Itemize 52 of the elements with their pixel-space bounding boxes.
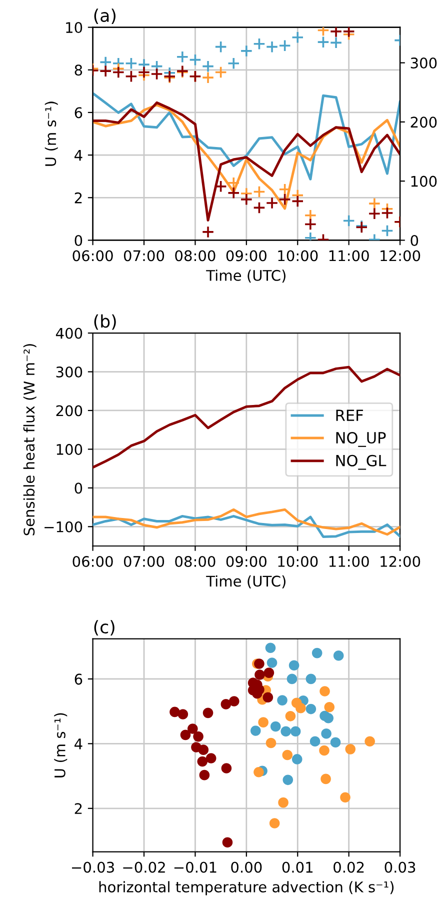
y2-tick-label: 0 (410, 234, 418, 246)
y-tick-label: 6 (74, 107, 82, 118)
y-tick-label: 200 (56, 405, 82, 416)
y2-tick-label: 200 (410, 116, 437, 128)
x-axis-title: horizontal temperature advection (K s⁻¹) (99, 881, 394, 896)
x-tick-label: 06:00 (72, 250, 113, 262)
x-tick-label: 0.01 (282, 862, 313, 873)
chart-title: (c) (94, 620, 114, 636)
y-tick-label: 10 (66, 22, 82, 34)
y-tick-label: 2 (74, 192, 82, 204)
x-tick-label: 08:00 (175, 250, 216, 262)
y-tick-label: 4 (74, 150, 82, 161)
x-tick-label: 0.02 (334, 862, 364, 873)
y-tick-label: 4 (74, 738, 82, 750)
x-tick-label: −0.03 (72, 862, 114, 873)
y-tick-label: 300 (56, 366, 82, 378)
x-tick-label: 12:00 (380, 556, 420, 568)
x-tick-label: 07:00 (124, 250, 164, 262)
x-tick-label: 07:00 (124, 556, 164, 568)
y-axis-title: U (m s⁻¹) (54, 713, 68, 778)
y-tick-label: 100 (56, 444, 82, 455)
x-axis-title: Time (UTC) (206, 270, 286, 283)
x-tick-label: 09:00 (226, 250, 266, 262)
x-tick-label: 09:00 (226, 556, 266, 568)
y-tick-label: 2 (74, 803, 82, 814)
y-tick-label: 8 (74, 64, 82, 76)
y-tick-label: −100 (44, 521, 82, 532)
x-tick-label: −0.01 (174, 862, 216, 873)
x-tick-label: 0.03 (384, 862, 416, 873)
y-tick-label: 0 (74, 234, 82, 246)
x-tick-label: 06:00 (72, 556, 113, 568)
x-tick-label: −0.02 (123, 862, 165, 873)
x-tick-label: 11:00 (329, 556, 369, 568)
y-tick-label: 6 (74, 674, 82, 685)
y-axis-title: U (m s⁻¹) (44, 102, 58, 166)
y2-tick-label: 300 (410, 58, 437, 69)
x-tick-label: 11:00 (329, 250, 369, 262)
legend-label: NO_GL (336, 454, 386, 470)
chart-title: (a) (94, 8, 116, 24)
x-tick-label: 12:00 (380, 250, 420, 262)
x-tick-label: 0.00 (231, 862, 262, 873)
chart-title: (b) (94, 314, 116, 330)
x-tick-label: 10:00 (278, 556, 318, 568)
legend-label: NO_UP (336, 432, 386, 447)
legend-label: REF (336, 410, 363, 421)
y-tick-label: 400 (56, 328, 82, 339)
y-axis-title: Sensible heat flux (W m⁻²) (23, 344, 36, 536)
x-tick-label: 10:00 (278, 250, 318, 262)
y2-tick-label: 100 (411, 176, 437, 187)
y-tick-label: 0 (74, 482, 82, 494)
x-axis-title: Time (UTC) (206, 575, 286, 588)
x-tick-label: 08:00 (175, 556, 216, 568)
